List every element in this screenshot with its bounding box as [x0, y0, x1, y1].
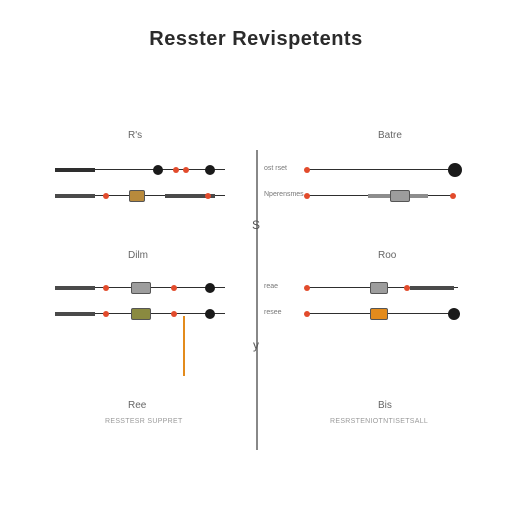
resistor-row	[55, 304, 225, 324]
terminal-dot	[103, 285, 109, 291]
lead-stub	[183, 316, 185, 376]
group-label-bl: Ree	[128, 400, 146, 411]
resistor-row	[55, 186, 225, 206]
row-caption: Nperensmes	[264, 191, 290, 198]
component-body	[129, 190, 145, 202]
terminal-dot	[448, 163, 462, 177]
component-body	[390, 190, 410, 202]
terminal-dot	[183, 167, 189, 173]
column-separator	[256, 150, 258, 450]
wire-segment	[55, 312, 95, 316]
resistor-row: resee	[290, 304, 460, 324]
component-body	[370, 308, 388, 320]
terminal-dot	[173, 167, 179, 173]
wire-segment	[308, 195, 368, 196]
terminal-dot	[304, 285, 310, 291]
terminal-dot	[171, 285, 177, 291]
resistor-row: Nperensmes	[290, 186, 460, 206]
group-label-mr: Roo	[378, 250, 396, 261]
group-label-tr: Batre	[378, 130, 402, 141]
wire-segment	[55, 194, 95, 198]
terminal-dot	[304, 167, 310, 173]
resistor-row: reae	[290, 278, 460, 298]
mid-label-y: y	[246, 338, 266, 352]
terminal-dot	[304, 311, 310, 317]
row-caption: resee	[264, 309, 290, 316]
diagram-canvas: Resster Revispetents S y R's Batre Dilm …	[0, 0, 512, 512]
terminal-dot	[103, 193, 109, 199]
wire-segment	[55, 286, 95, 290]
terminal-dot	[205, 283, 215, 293]
mid-label-s: S	[246, 218, 266, 232]
component-body	[370, 282, 388, 294]
footnote-left: RESSTESR SUPPRET	[105, 418, 183, 425]
group-label-tl: R's	[128, 130, 142, 141]
footnote-right: RESRSTENIOTNTISETSALL	[330, 418, 428, 425]
wire-segment	[55, 168, 95, 172]
terminal-dot	[103, 311, 109, 317]
terminal-dot	[448, 308, 460, 320]
row-caption: reae	[264, 283, 290, 290]
resistor-row	[55, 160, 225, 180]
page-title: Resster Revispetents	[0, 28, 512, 51]
resistor-row	[55, 278, 225, 298]
wire-segment	[410, 286, 454, 290]
group-label-br: Bis	[378, 400, 392, 411]
terminal-dot	[450, 193, 456, 199]
terminal-dot	[171, 311, 177, 317]
terminal-dot	[304, 193, 310, 199]
group-label-ml: Dilm	[128, 250, 148, 261]
wire-segment	[308, 169, 458, 170]
terminal-dot	[205, 309, 215, 319]
resistor-row: ost rset	[290, 160, 460, 180]
component-body	[131, 308, 151, 320]
terminal-dot	[404, 285, 410, 291]
component-body	[131, 282, 151, 294]
row-caption: ost rset	[264, 165, 290, 172]
terminal-dot	[205, 193, 211, 199]
terminal-dot	[153, 165, 163, 175]
terminal-dot	[205, 165, 215, 175]
